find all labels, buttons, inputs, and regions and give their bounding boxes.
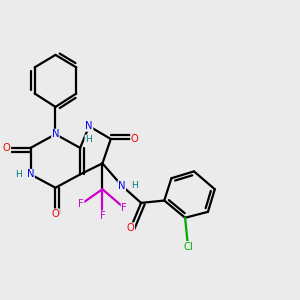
Text: O: O	[131, 134, 138, 144]
Text: O: O	[3, 143, 10, 153]
Text: N: N	[52, 129, 59, 139]
Text: F: F	[121, 203, 127, 213]
Text: F: F	[100, 211, 105, 221]
Text: N: N	[118, 181, 125, 191]
Text: H: H	[131, 181, 138, 190]
Text: F: F	[78, 199, 84, 209]
Text: H: H	[85, 135, 92, 144]
Text: O: O	[127, 223, 135, 233]
Text: N: N	[27, 169, 34, 179]
Text: O: O	[52, 209, 59, 219]
Text: Cl: Cl	[183, 242, 193, 252]
Text: N: N	[85, 121, 93, 131]
Text: H: H	[15, 170, 22, 179]
